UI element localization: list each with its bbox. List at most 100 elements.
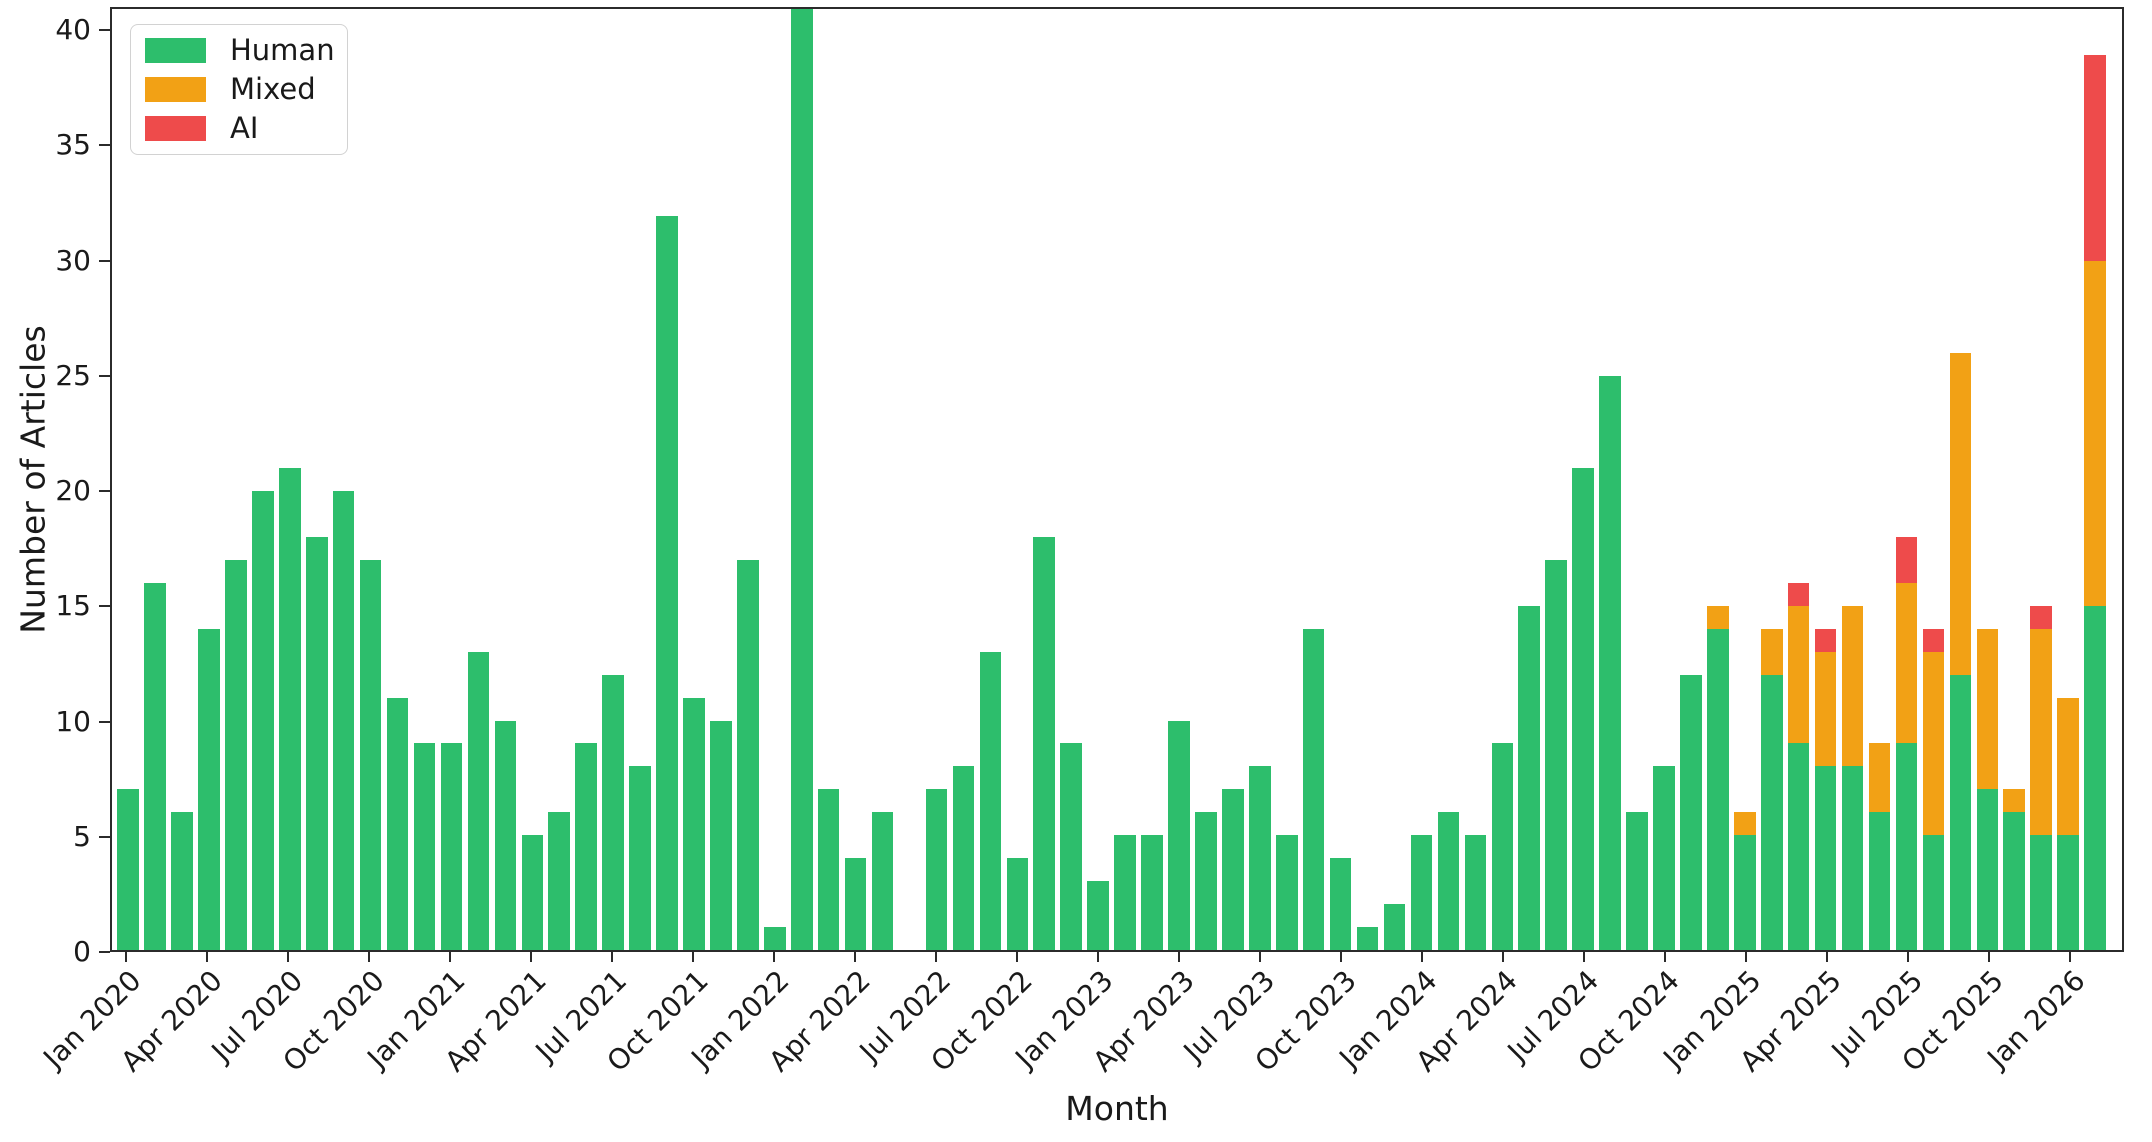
bar-human (305, 536, 328, 950)
y-tick-label: 0 (73, 935, 91, 968)
bar-human (2030, 835, 2052, 950)
bar-human (117, 789, 139, 950)
bar-human (332, 490, 355, 950)
bar-human (279, 468, 301, 950)
x-tick (368, 952, 371, 962)
bar-human (413, 743, 436, 950)
bar-human (1976, 789, 1999, 950)
plot-area: Human Mixed AI (110, 7, 2124, 952)
x-tick (692, 952, 695, 962)
y-tick-label: 20 (55, 474, 91, 508)
bar-human (602, 674, 624, 950)
bar-human (2084, 605, 2106, 950)
bar-mixed (1949, 353, 1972, 675)
bar-human (225, 559, 247, 950)
bar-human (925, 789, 948, 950)
x-tick (1259, 952, 1262, 962)
bar-human (1599, 376, 1621, 950)
bar-human (521, 835, 544, 950)
x-tick (1016, 952, 1019, 962)
bar-human (1222, 789, 1244, 950)
bar-human (1033, 536, 1056, 950)
bar-mixed (1841, 605, 1864, 767)
x-tick (611, 952, 614, 962)
y-tick (99, 720, 110, 723)
bar-human (790, 9, 813, 950)
bar-human (629, 766, 651, 950)
bar-human (575, 743, 597, 950)
bar-human (979, 651, 1002, 950)
bar-human (1734, 835, 1756, 950)
bar-ai (1922, 628, 1945, 652)
bar-human (2057, 835, 2079, 950)
bar-human (1680, 674, 1702, 950)
bar-human (683, 697, 705, 950)
bar-mixed (1734, 812, 1756, 836)
bar-ai (2030, 605, 2052, 629)
bar-human (1518, 605, 1540, 950)
bar-ai (1787, 582, 1810, 606)
bar-human (440, 743, 463, 950)
y-tick-label: 35 (55, 128, 91, 162)
bar-human (1626, 812, 1648, 950)
bar-human (1787, 743, 1810, 950)
legend-item-ai: AI (145, 114, 333, 143)
x-tick (1502, 952, 1505, 962)
bar-human (1087, 881, 1109, 950)
y-tick-label: 5 (73, 819, 91, 853)
bar-mixed (1868, 743, 1891, 813)
y-tick-label: 30 (55, 243, 91, 277)
bar-human (1814, 766, 1837, 950)
human-swatch-icon (145, 38, 206, 63)
bar-human (1949, 674, 1972, 950)
bar-human (1841, 766, 1864, 950)
legend-label-mixed: Mixed (230, 72, 316, 106)
x-tick (1178, 952, 1181, 962)
x-tick (449, 952, 452, 962)
legend-label-human: Human (230, 33, 335, 67)
bar-human (1195, 812, 1217, 950)
bar-human (1464, 835, 1487, 950)
bar-human (1410, 835, 1433, 950)
bar-human (1653, 766, 1675, 950)
bar-human (844, 858, 867, 950)
bar-mixed (1787, 605, 1810, 744)
bar-mixed (2030, 628, 2052, 836)
y-tick (99, 490, 110, 493)
bar-human (1707, 628, 1729, 950)
x-axis-label: Month (1065, 1089, 1169, 1128)
bar-human (1006, 858, 1029, 950)
bar-human (1141, 835, 1163, 950)
bar-mixed (1922, 651, 1945, 836)
mixed-swatch-icon (145, 77, 206, 102)
bar-mixed (2003, 789, 2025, 813)
bar-human (1275, 835, 1298, 950)
bar-human (2003, 812, 2025, 950)
bar-mixed (1814, 651, 1837, 767)
bar-human (1545, 559, 1567, 950)
bar-mixed (2057, 697, 2079, 836)
y-tick (99, 374, 110, 377)
bar-mixed (1976, 628, 1999, 790)
bar-human (1356, 927, 1379, 950)
bar-mixed (2084, 261, 2106, 606)
bar-human (817, 789, 840, 950)
x-tick (1988, 952, 1990, 962)
bar-ai (2084, 54, 2106, 262)
bar-human (494, 720, 517, 950)
x-tick (530, 952, 533, 962)
bar-human (1895, 743, 1918, 950)
x-tick (2069, 952, 2071, 962)
bar-human (871, 812, 894, 950)
y-tick-label: 15 (55, 589, 91, 623)
x-tick (1664, 952, 1667, 962)
bar-human (710, 720, 732, 950)
y-tick-label: 25 (55, 358, 91, 392)
bar-human (359, 559, 382, 950)
legend-item-human: Human (145, 33, 335, 67)
y-tick (99, 835, 110, 838)
x-tick (125, 952, 128, 962)
bar-human (1383, 904, 1406, 950)
bar-human (656, 215, 678, 950)
